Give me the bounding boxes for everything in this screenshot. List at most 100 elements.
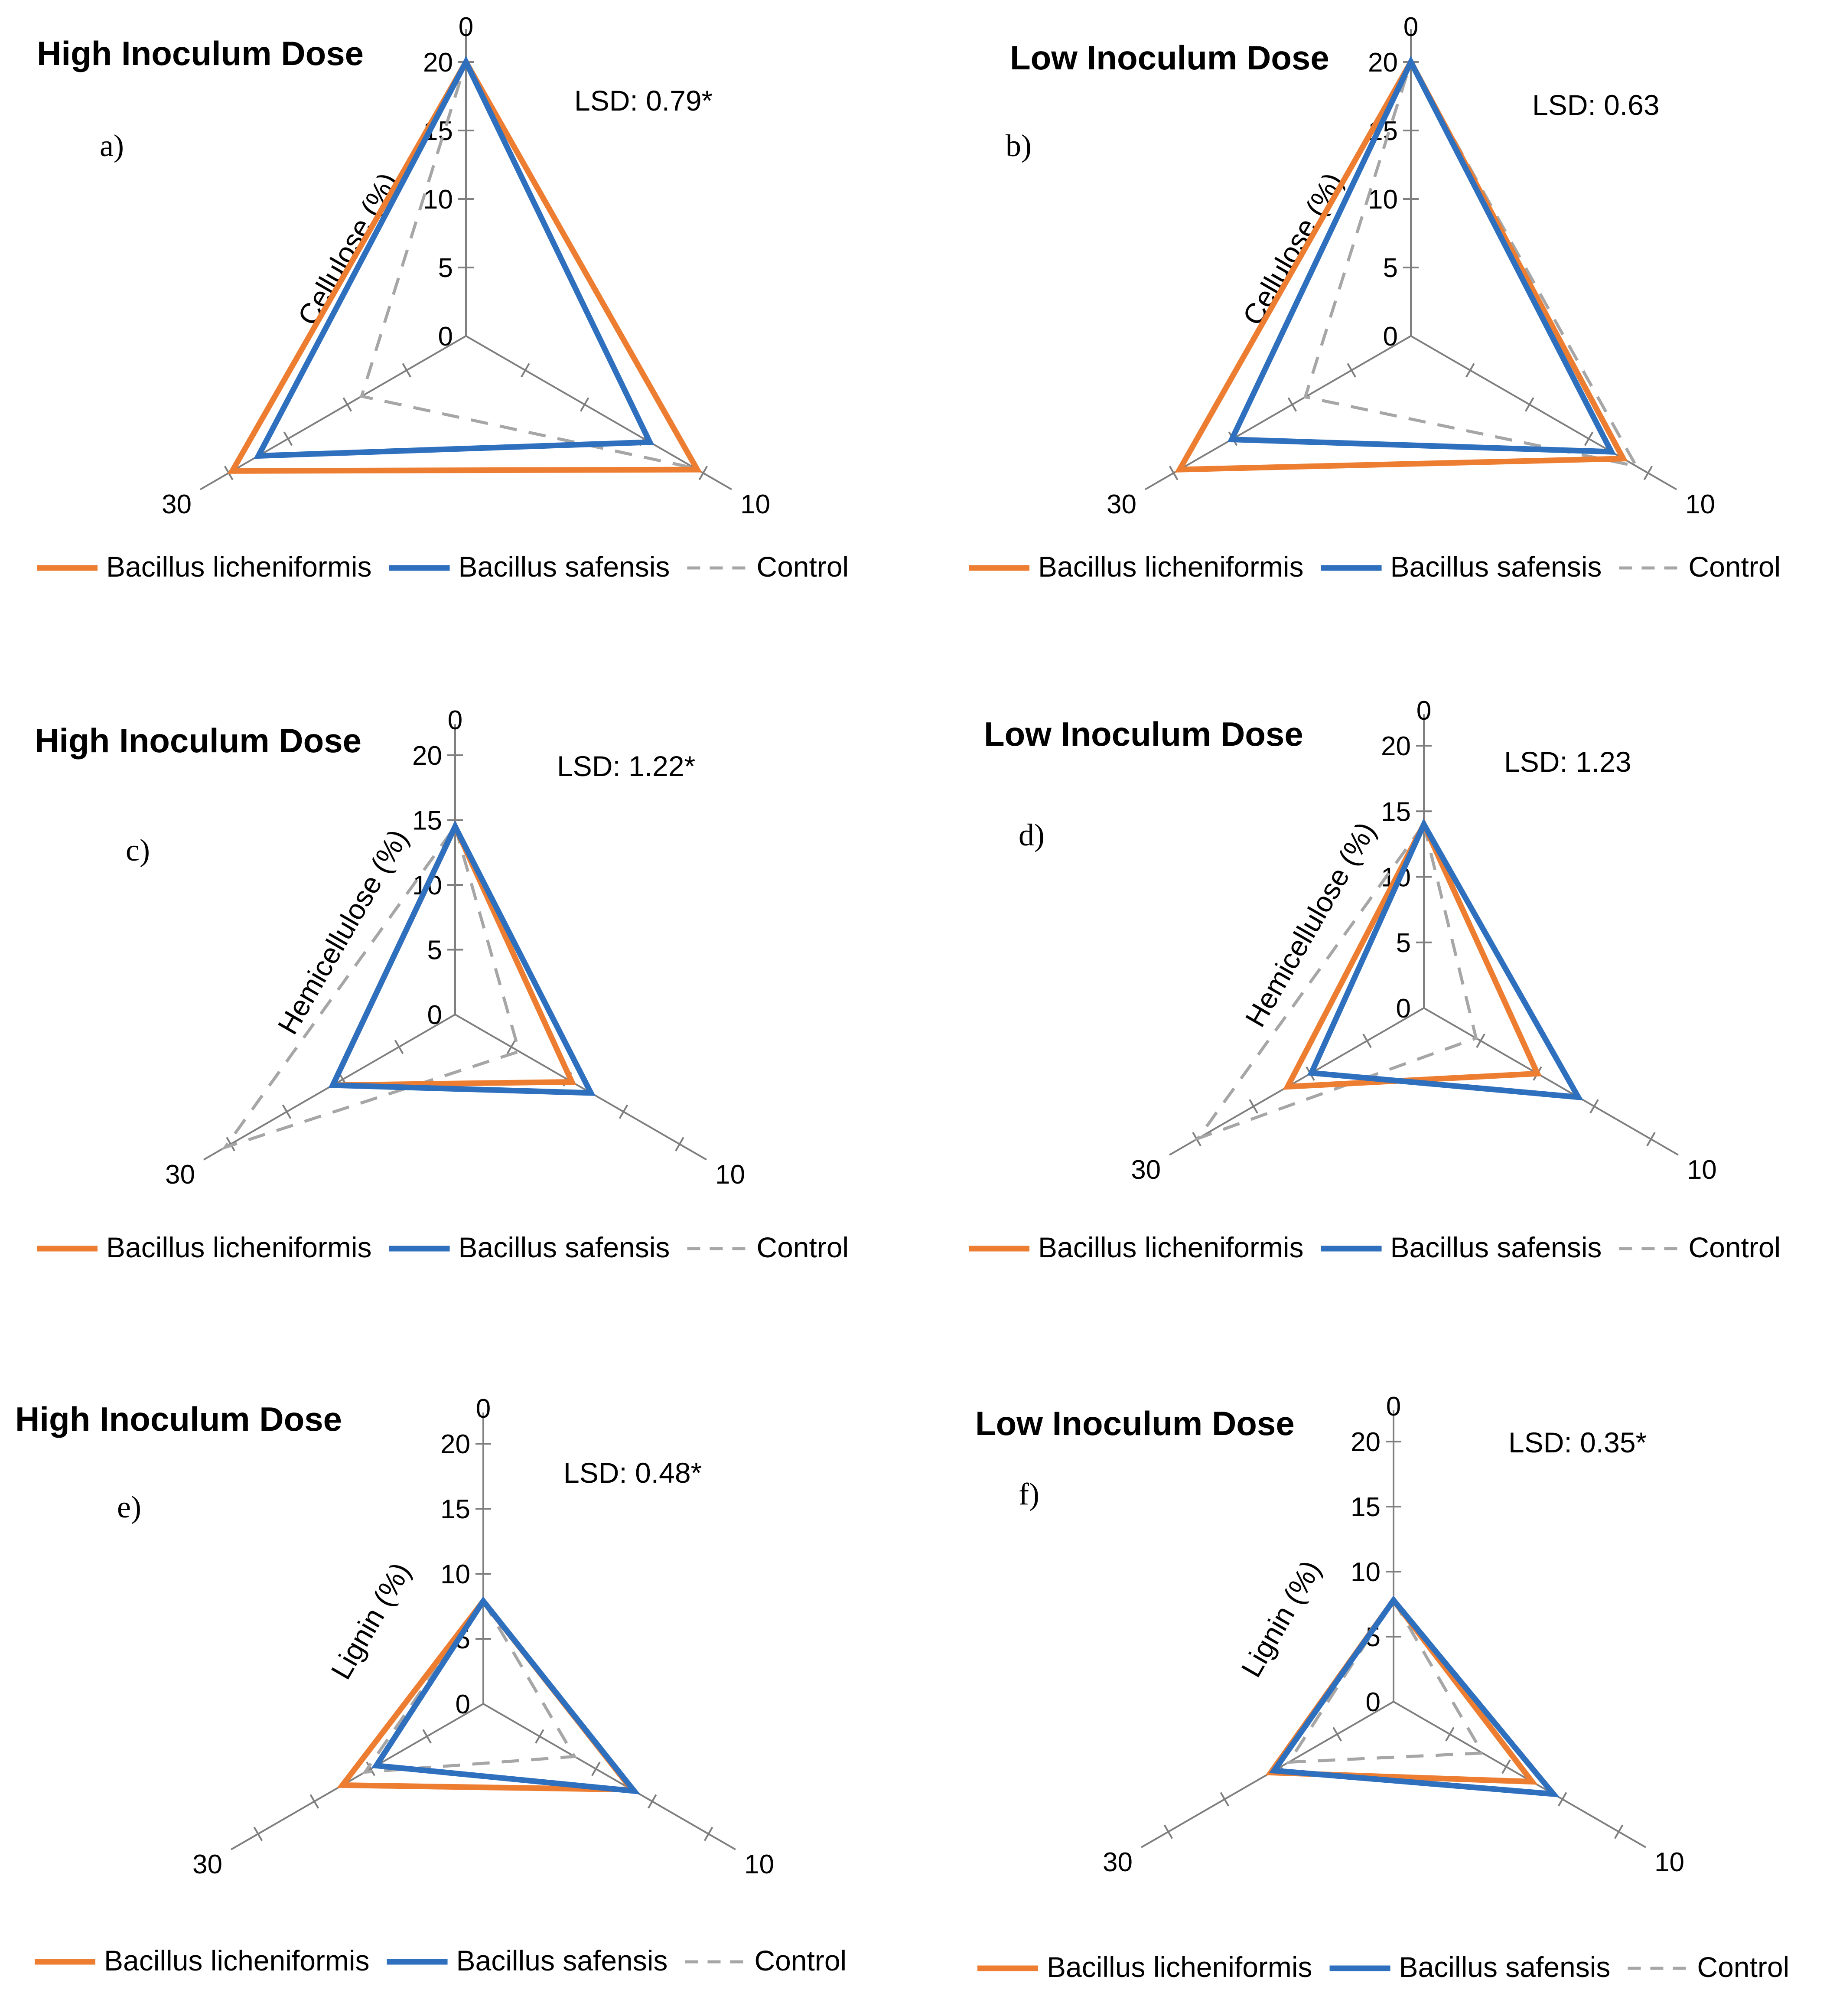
lsd-annotation: LSD: 1.22* bbox=[557, 750, 695, 782]
axis-tick bbox=[1501, 1759, 1511, 1774]
legend-entry-ctl: Control bbox=[756, 551, 849, 583]
radar-axis-label: Hemicellulose (%) bbox=[1239, 816, 1382, 1032]
series-polygon-saf bbox=[254, 55, 655, 459]
legend-entry-saf: Bacillus safensis bbox=[1390, 1231, 1602, 1263]
legend-entry-saf: Bacillus safensis bbox=[1399, 1951, 1611, 1983]
panel-letter: b) bbox=[1006, 128, 1032, 163]
axis-tick bbox=[1287, 397, 1297, 412]
axis-spoke-10 bbox=[483, 1703, 736, 1850]
legend-entry-lic: Bacillus licheniformis bbox=[1047, 1951, 1312, 1983]
lsd-annotation: LSD: 0.79* bbox=[574, 85, 713, 117]
lsd-annotation: LSD: 0.48* bbox=[563, 1457, 702, 1489]
radial-tick-label: 10 bbox=[1351, 1557, 1381, 1587]
axis-tick bbox=[282, 1104, 292, 1119]
axis-tick bbox=[1347, 363, 1356, 378]
axis-spoke-10 bbox=[1410, 335, 1677, 490]
series-polygon-ctl bbox=[221, 823, 521, 1151]
axis-tick bbox=[619, 1104, 628, 1119]
axis-tick bbox=[647, 1794, 657, 1809]
axis-tick bbox=[1332, 1727, 1342, 1742]
category-label-10: 10 bbox=[715, 1160, 745, 1190]
radial-tick-label: 15 bbox=[1351, 1492, 1381, 1522]
axis-tick bbox=[1557, 1792, 1567, 1807]
legend-entry-lic: Bacillus licheniformis bbox=[1038, 1231, 1304, 1263]
series-polygon-saf bbox=[1307, 818, 1584, 1101]
legend-entry-lic: Bacillus licheniformis bbox=[104, 1944, 370, 1977]
radial-tick-label: 5 bbox=[1396, 928, 1411, 958]
radial-tick-label: 10 bbox=[440, 1559, 470, 1589]
category-label-0: 0 bbox=[459, 12, 473, 42]
radial-tick-label: 10 bbox=[1368, 185, 1398, 215]
panel-title: High Inoculum Dose bbox=[37, 34, 364, 72]
axis-tick bbox=[535, 1729, 544, 1744]
panel-letter: f) bbox=[1019, 1477, 1039, 1511]
axis-spoke-30 bbox=[199, 335, 467, 490]
radial-tick-label: 0 bbox=[427, 1000, 442, 1030]
radial-tick-label: 0 bbox=[1366, 1687, 1381, 1717]
legend: Bacillus licheniformis Bacillus safensis C… bbox=[35, 1944, 847, 1977]
panel-title: Low Inoculum Dose bbox=[1010, 39, 1329, 77]
radial-tick-label: 15 bbox=[440, 1494, 470, 1524]
axis-spoke-30 bbox=[1144, 335, 1412, 490]
series-polygon-lic bbox=[227, 56, 702, 474]
series-polygon-ctl bbox=[359, 58, 698, 470]
axis-tick bbox=[1643, 466, 1653, 480]
radar-axis-label: Lignin (%) bbox=[325, 1557, 417, 1684]
axis-tick bbox=[283, 431, 293, 446]
series-polygon-saf bbox=[328, 820, 596, 1096]
legend-entry-saf: Bacillus safensis bbox=[1390, 551, 1602, 583]
axis-tick bbox=[675, 1137, 684, 1152]
radial-tick-label: 0 bbox=[456, 1690, 470, 1719]
category-label-0: 0 bbox=[1386, 1392, 1401, 1422]
legend-entry-ctl: Control bbox=[754, 1944, 847, 1977]
radial-tick-label: 20 bbox=[423, 48, 453, 78]
legend-entry-lic: Bacillus licheniformis bbox=[106, 551, 372, 583]
axis-tick bbox=[394, 1040, 404, 1054]
category-label-10: 10 bbox=[1685, 489, 1715, 519]
axis-tick bbox=[1476, 1034, 1485, 1048]
panel-letter: a) bbox=[100, 128, 124, 163]
axis-tick bbox=[580, 397, 589, 412]
radial-tick-label: 5 bbox=[438, 253, 453, 283]
panel-title: High Inoculum Dose bbox=[15, 1400, 342, 1438]
legend-entry-ctl: Control bbox=[1688, 1231, 1781, 1263]
lsd-annotation: LSD: 0.35* bbox=[1508, 1426, 1647, 1458]
legend-entry-ctl: Control bbox=[1697, 1951, 1789, 1983]
category-label-30: 30 bbox=[165, 1160, 195, 1190]
axis-tick bbox=[1524, 397, 1534, 412]
radial-tick-label: 0 bbox=[438, 322, 453, 352]
panel-letter: d) bbox=[1019, 818, 1045, 852]
panel-letter: e) bbox=[117, 1490, 141, 1524]
radial-tick-label: 20 bbox=[1368, 48, 1398, 78]
radial-tick-label: 5 bbox=[1383, 253, 1398, 283]
radar-axis-label: Hemicellulose (%) bbox=[271, 824, 414, 1040]
series-polygon-ctl bbox=[1286, 1597, 1485, 1764]
axis-tick bbox=[253, 1827, 263, 1841]
lsd-annotation: LSD: 0.63 bbox=[1532, 89, 1660, 121]
axis-tick bbox=[1169, 466, 1179, 480]
panel-title: High Inoculum Dose bbox=[35, 721, 361, 760]
radial-tick-label: 20 bbox=[1381, 731, 1411, 761]
axis-spoke-30 bbox=[1169, 1007, 1425, 1156]
axis-tick bbox=[703, 1827, 713, 1841]
radial-tick-label: 5 bbox=[427, 936, 442, 966]
radar-axis-label: Lignin (%) bbox=[1235, 1555, 1327, 1682]
legend-entry-ctl: Control bbox=[756, 1231, 849, 1263]
category-label-10: 10 bbox=[740, 489, 770, 519]
axis-tick bbox=[422, 1729, 432, 1744]
axis-spoke-10 bbox=[1393, 1701, 1646, 1848]
axis-tick bbox=[1445, 1727, 1455, 1742]
series-polygon-saf bbox=[1227, 55, 1616, 455]
radial-tick-label: 0 bbox=[1396, 994, 1411, 1024]
panel-title: Low Inoculum Dose bbox=[984, 715, 1303, 753]
radial-tick-label: 10 bbox=[423, 185, 453, 215]
series-polygon-lic bbox=[337, 1596, 638, 1793]
category-label-0: 0 bbox=[1416, 696, 1431, 726]
legend-entry-ctl: Control bbox=[1688, 551, 1781, 583]
axis-tick bbox=[402, 363, 411, 378]
category-label-0: 0 bbox=[1403, 12, 1418, 42]
